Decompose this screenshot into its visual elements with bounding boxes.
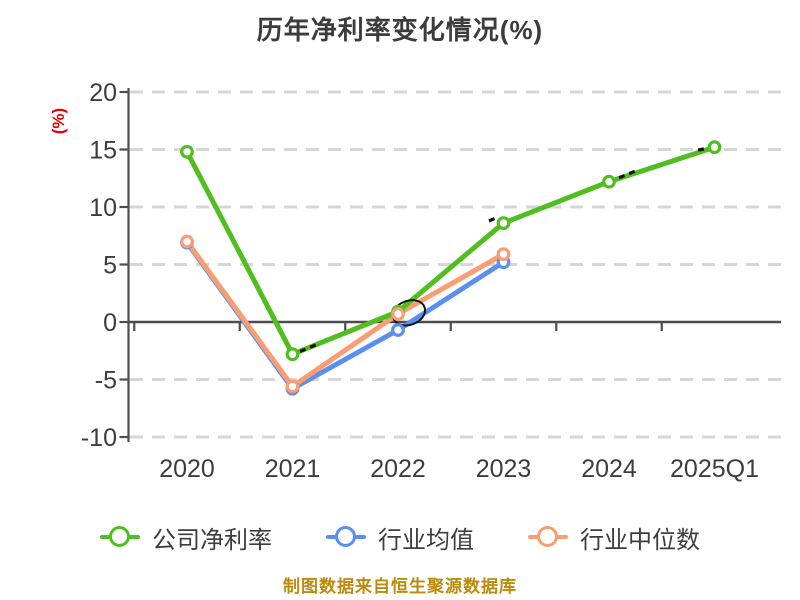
legend-item-industry-median: 行业中位数 — [528, 520, 700, 555]
series-line-0 — [184, 144, 717, 357]
legend-item-company-net-margin: 公司净利率 — [100, 520, 272, 555]
legend-label: 行业中位数 — [580, 526, 700, 554]
legend-line-circle-icon — [528, 525, 568, 549]
data-point-marker — [180, 144, 194, 159]
legend-label: 公司净利率 — [152, 526, 272, 554]
y-tick-label: -10 — [81, 424, 117, 452]
data-point-marker — [180, 234, 194, 249]
legend-label: 行业均值 — [378, 526, 474, 554]
chart-legend: 公司净利率 行业均值 行业中位数 — [0, 520, 800, 554]
data-point-marker — [285, 379, 300, 394]
x-tick-label: 2020 — [159, 455, 215, 483]
data-point-marker — [707, 140, 722, 155]
chart-title: 历年净利率变化情况(%) — [256, 15, 544, 45]
pen-dash-accent — [488, 216, 498, 223]
y-tick-label: 15 — [89, 137, 117, 165]
data-point-marker — [602, 174, 616, 189]
y-tick-label: 0 — [103, 309, 117, 337]
pen-dash-accent — [618, 169, 638, 180]
legend-item-industry-mean: 行业均值 — [326, 520, 474, 555]
data-point-marker — [391, 323, 405, 337]
legend-line-circle-icon — [326, 525, 366, 549]
x-tick-label: 2022 — [370, 455, 426, 483]
pen-dash-accent — [299, 342, 319, 353]
pen-dash-accent — [697, 146, 708, 152]
x-tick-label: 2023 — [476, 455, 532, 483]
data-point-marker — [496, 216, 511, 231]
legend-line-circle-icon — [100, 525, 140, 549]
data-source-caption: 制图数据来自恒生聚源数据库 — [283, 577, 517, 596]
y-tick-label: 5 — [103, 252, 117, 280]
data-point-marker — [285, 347, 300, 362]
y-tick-label: 20 — [89, 79, 117, 107]
y-tick-label: 10 — [89, 194, 117, 222]
x-tick-label: 2021 — [265, 455, 321, 483]
series-line-2 — [184, 239, 506, 389]
y-tick-label: -5 — [95, 367, 117, 395]
data-point-marker — [496, 247, 511, 262]
x-tick-label: 2025Q1 — [670, 455, 759, 483]
data-point-marker — [391, 307, 405, 321]
x-tick-label: 2024 — [581, 455, 637, 483]
